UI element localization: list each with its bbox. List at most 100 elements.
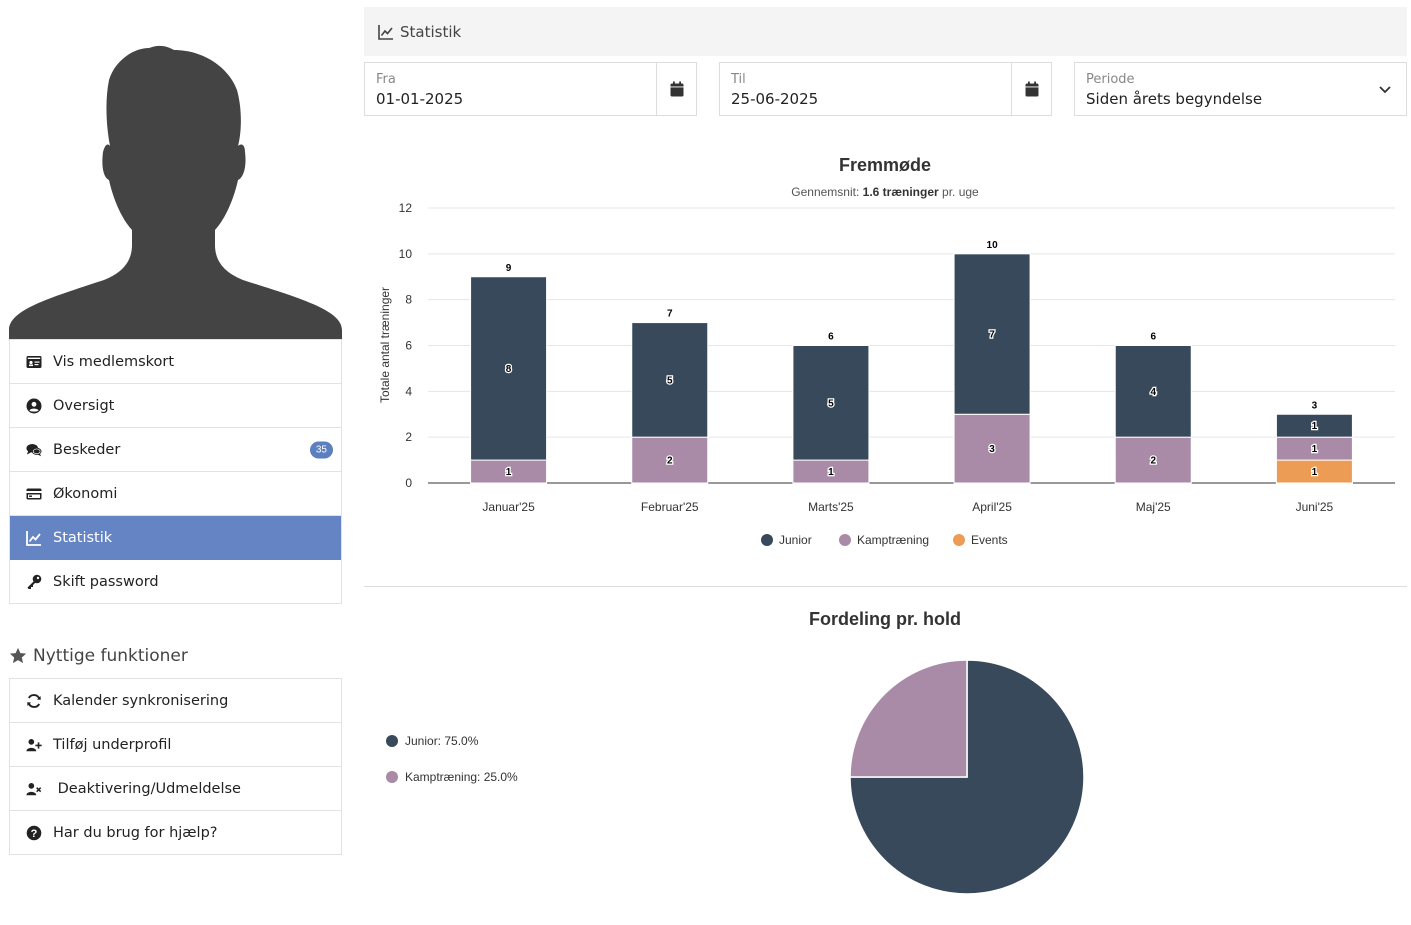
menu-item-beskeder[interactable]: Beskeder 35 [10,428,341,472]
sync-icon [25,692,43,710]
menu-item-vis-medlemskort[interactable]: Vis medlemskort [10,340,341,384]
bar-value-label: 2 [1150,456,1156,467]
y-axis-label: Totale antal træninger [378,287,392,403]
x-tick-label: Februar'25 [641,500,699,514]
chart-subtitle: Gennemsnit: 1.6 træninger pr. uge [791,185,979,199]
y-tick-label: 0 [405,476,412,490]
x-tick-label: Marts'25 [808,500,854,514]
legend-marker [386,735,398,747]
y-tick-label: 4 [405,384,412,398]
bar-segment [470,276,548,461]
bar-value-label: 5 [828,398,834,409]
bar-value-label: 1 [506,467,512,478]
menu-item-skift-password[interactable]: Skift password [10,560,341,604]
from-date-value: 01-01-2025 [376,90,464,108]
x-tick-label: Juni'25 [1296,500,1334,514]
profile-avatar [9,45,342,340]
pie-slice [849,659,968,778]
chevron-down-icon [1379,86,1391,94]
profile-menu: Vis medlemskort Oversigt Beskeder 35 Øko… [9,339,342,604]
bar-total-label: 3 [1312,400,1318,411]
key-icon [25,573,43,591]
menu-item-statistik[interactable]: Statistik [10,516,341,560]
bar-segment [1275,413,1353,438]
attendance-chart: Fremmøde Gennemsnit: 1.6 træninger pr. ug… [378,155,1395,547]
bar-value-label: 7 [989,330,995,341]
tool-item-label: Har du brug for hjælp? [53,824,218,841]
bar-value-label: 1 [1312,444,1318,455]
user-circle-icon [25,397,43,415]
statistics-header-title: Statistik [400,22,462,41]
menu-item-oversigt[interactable]: Oversigt [10,384,341,428]
calendar-icon [670,81,683,97]
comments-icon [25,441,43,459]
to-date-label: Til [731,72,746,87]
period-label: Periode [1086,72,1135,87]
bar-value-label: 1 [828,467,834,478]
bar-segment [953,253,1031,415]
legend-marker [386,771,398,783]
to-date-value: 25-06-2025 [731,90,819,108]
legend-label: Events [971,533,1008,547]
bar-segment [1114,345,1192,438]
y-tick-label: 12 [399,201,413,215]
y-tick-label: 6 [405,339,412,353]
tool-item-label: Tilføj underprofil [53,736,172,753]
tool-item-label: Deaktivering/Udmeldelse [53,780,241,797]
bar-segment [792,345,870,461]
section-divider [364,586,1407,587]
chart-subtitle-value: 1.6 træninger [863,185,939,199]
bar-value-label: 5 [667,375,673,386]
menu-item-label: Skift password [53,573,159,590]
menu-item-label: Statistik [53,529,113,546]
bar-value-label: 1 [1312,421,1318,432]
bar-total-label: 6 [828,332,834,343]
statistics-header: Statistik [364,7,1407,56]
tools-menu: Kalender synkronisering Tilføj underprof… [9,678,342,855]
bar-value-label: 8 [506,364,512,375]
menu-item-label: Beskeder [53,441,121,458]
svg-text:?: ? [31,828,38,840]
question-circle-icon: ? [25,824,43,842]
legend-label: Junior: 75.0% [405,734,479,748]
period-value: Siden årets begyndelse [1086,90,1263,108]
y-tick-label: 10 [399,247,413,261]
chart-title: Fremmøde [839,155,931,175]
bar-value-label: 2 [667,456,673,467]
tool-item-tilfoej-underprofil[interactable]: Tilføj underprofil [10,723,341,767]
bar-total-label: 6 [1150,332,1156,343]
unread-count-badge: 35 [309,441,333,458]
menu-item-okonomi[interactable]: Økonomi [10,472,341,516]
chart-subtitle-prefix: Gennemsnit: [791,185,862,199]
from-date-field[interactable]: Fra 01-01-2025 [364,62,697,116]
bar-total-label: 9 [506,263,512,274]
tool-item-label: Kalender synkronisering [53,692,229,709]
tool-item-hjaelp[interactable]: ? Har du brug for hjælp? [10,811,341,855]
pie-slice [849,659,1085,895]
menu-item-label: Oversigt [53,397,115,414]
user-times-icon [25,780,43,798]
chart-title: Fordeling pr. hold [809,609,961,629]
calendar-icon [1025,81,1038,97]
to-date-field[interactable]: Til 25-06-2025 [719,62,1052,116]
tool-item-deaktivering[interactable]: Deaktivering/Udmeldelse [10,767,341,811]
y-tick-label: 2 [405,430,412,444]
period-select[interactable]: Periode Siden årets begyndelse [1074,62,1407,116]
tools-heading: Nyttige funktioner [9,646,188,666]
menu-item-label: Økonomi [53,485,118,502]
from-calendar-button[interactable] [656,63,696,115]
from-date-label: Fra [376,72,396,87]
bar-segment [631,436,709,484]
x-tick-label: Januar'25 [482,500,535,514]
legend-label: Junior [779,533,812,547]
tool-item-kalender-sync[interactable]: Kalender synkronisering [10,679,341,723]
legend-label: Kamptræning [857,533,929,547]
legend-marker [761,534,773,546]
star-icon [9,647,27,664]
credit-card-icon [25,485,43,503]
legend-marker [839,534,851,546]
to-calendar-button[interactable] [1011,63,1051,115]
bar-segment [953,413,1031,484]
tools-heading-label: Nyttige funktioner [33,646,188,666]
bar-segment [631,322,709,438]
